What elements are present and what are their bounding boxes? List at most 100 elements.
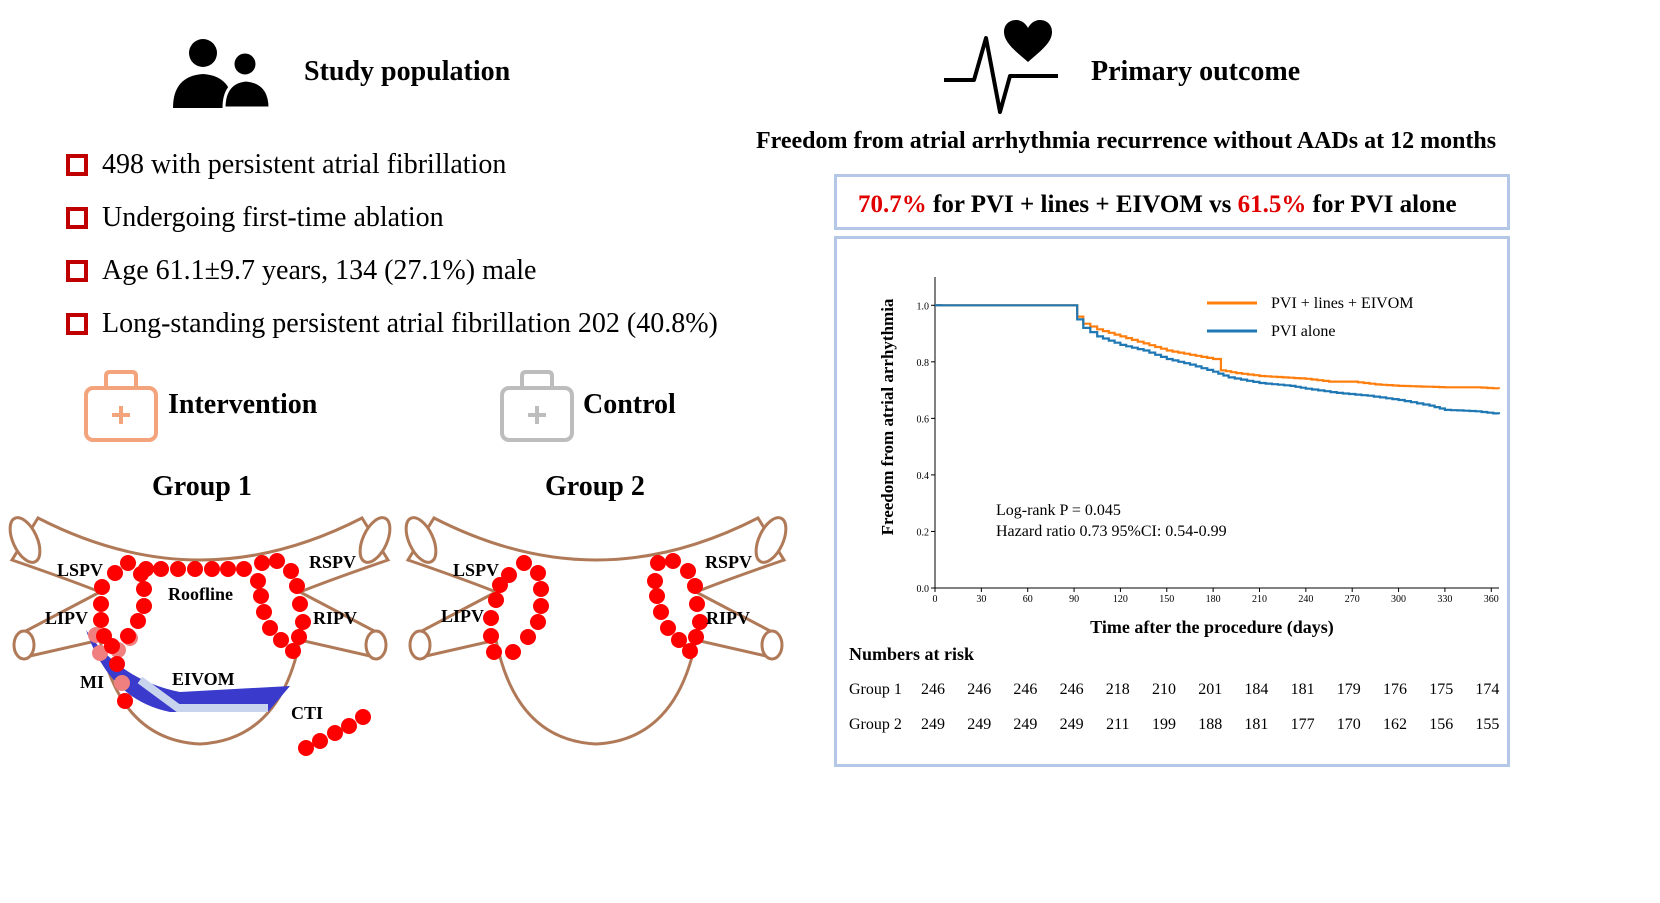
bullet-item: Age 61.1±9.7 years, 134 (27.1%) male	[66, 244, 718, 297]
risk-cell: 249	[1013, 716, 1037, 733]
risk-cell: 210	[1152, 681, 1176, 698]
risk-cell: 199	[1152, 716, 1176, 733]
chart-axes	[934, 277, 1499, 589]
chart-series	[935, 304, 1501, 415]
bullet-box-icon	[66, 312, 88, 335]
risk-cell: 181	[1291, 681, 1315, 698]
cti-label: CTI	[291, 703, 323, 723]
eivom-catheter	[137, 676, 268, 712]
bullet-text: 498 with persistent atrial fibrillation	[102, 148, 507, 180]
ablation-dots	[483, 553, 708, 660]
bullet-item: Undergoing first-time ablation	[66, 191, 718, 244]
km-chart: 0 30 60 90 120 150 180 210 240 270 300 330 360 0.0 0.2…	[849, 277, 1501, 733]
risk-table-title: Numbers at risk	[849, 644, 974, 664]
x-tick-label: 240	[1298, 594, 1313, 605]
logrank-annotation: Log-rank P = 0.045	[996, 502, 1121, 519]
risk-table: Group 1 246 246 246 246 218 210 201 184 181 179 176…	[849, 681, 1499, 733]
ripv-label: RIPV	[706, 608, 750, 628]
bullet-item: 498 with persistent atrial fibrillation	[66, 138, 718, 191]
risk-cell: 201	[1198, 681, 1222, 698]
x-tick-label: 330	[1437, 594, 1452, 605]
intervention-label: Intervention	[168, 389, 318, 420]
risk-cell: 175	[1429, 681, 1453, 698]
outcome-headline: Freedom from atrial arrhythmia recurrenc…	[756, 128, 1497, 154]
group1-atrium-diagram: LSPV LIPV RSPV RIPV Roofline MI EIVOM CT…	[8, 516, 392, 756]
lipv-label: LIPV	[45, 608, 88, 628]
result-line: 70.7% for PVI + lines + EIVOM vs 61.5% f…	[858, 191, 1457, 219]
y-tick-label: 0.8	[917, 358, 930, 369]
result-text-2: for PVI alone	[1306, 191, 1457, 218]
risk-cell: 184	[1244, 681, 1268, 698]
bullet-text: Undergoing first-time ablation	[102, 201, 444, 233]
control-label: Control	[583, 389, 676, 420]
rspv-label: RSPV	[309, 552, 356, 572]
risk-cell: 181	[1244, 716, 1268, 733]
risk-cell: 179	[1337, 681, 1361, 698]
x-tick-label: 210	[1252, 594, 1267, 605]
risk-cell: 156	[1429, 716, 1453, 733]
series-line-1	[935, 304, 1501, 390]
legend-label-1: PVI + lines + EIVOM	[1271, 295, 1413, 312]
x-tick-label: 60	[1023, 594, 1033, 605]
risk-cell: 246	[921, 681, 945, 698]
km-chart-panel: 0 30 60 90 120 150 180 210 240 270 300 330 360 0.0 0.2…	[834, 236, 1510, 767]
lspv-label: LSPV	[57, 560, 103, 580]
control-rate: 61.5%	[1237, 191, 1307, 218]
risk-cell: 249	[967, 716, 991, 733]
legend-label-2: PVI alone	[1271, 323, 1335, 340]
series-line-2	[935, 304, 1501, 415]
y-axis-label: Freedom from atrial arrhythmia	[878, 298, 897, 535]
primary-outcome-title: Primary outcome	[1091, 56, 1301, 87]
y-tick-label: 0.4	[917, 471, 930, 482]
medical-kit-icon-gray	[498, 368, 576, 449]
y-tick-label: 0.2	[917, 527, 930, 538]
x-tick-label: 300	[1391, 594, 1406, 605]
heartbeat-icon	[942, 18, 1060, 121]
bullet-item: Long-standing persistent atrial fibrilla…	[66, 297, 718, 350]
people-icon	[170, 38, 274, 110]
bullet-box-icon	[66, 259, 88, 282]
ripv-label: RIPV	[313, 608, 357, 628]
lspv-label: LSPV	[453, 560, 499, 580]
x-tick-label: 30	[976, 594, 986, 605]
risk-cell: 249	[921, 716, 945, 733]
lipv-label: LIPV	[441, 606, 484, 626]
result-panel: 70.7% for PVI + lines + EIVOM vs 61.5% f…	[834, 174, 1510, 230]
mi-label: MI	[80, 672, 104, 692]
risk-cell: 162	[1383, 716, 1407, 733]
intervention-rate: 70.7%	[858, 191, 927, 218]
x-tick-label: 270	[1345, 594, 1360, 605]
roofline-label: Roofline	[168, 584, 233, 604]
eivom-vein	[86, 630, 290, 712]
x-tick-label: 120	[1113, 594, 1128, 605]
y-tick-label: 0.6	[917, 414, 930, 425]
hazard-annotation: Hazard ratio 0.73 95%CI: 0.54-0.99	[996, 523, 1227, 540]
group2-atrium-diagram: LSPV LIPV RSPV RIPV	[404, 516, 788, 746]
bullet-box-icon	[66, 153, 88, 176]
risk-row-label: Group 1	[849, 681, 902, 698]
study-population-title: Study population	[304, 56, 511, 87]
result-text-1: for PVI + lines + EIVOM vs	[926, 191, 1238, 218]
atrium-outline	[404, 516, 788, 746]
y-tick-label: 0.0	[917, 584, 930, 595]
bullet-text: Long-standing persistent atrial fibrilla…	[102, 307, 718, 339]
risk-cell: 246	[1013, 681, 1037, 698]
x-tick-label: 360	[1484, 594, 1499, 605]
risk-cell: 246	[1060, 681, 1084, 698]
chart-legend: PVI + lines + EIVOM PVI alone	[1207, 295, 1413, 340]
x-tick-label: 180	[1206, 594, 1221, 605]
risk-cell: 176	[1383, 681, 1407, 698]
x-tick-label: 90	[1069, 594, 1079, 605]
group1-title: Group 1	[152, 471, 252, 502]
risk-cell: 211	[1106, 716, 1129, 733]
x-axis-label: Time after the procedure (days)	[1090, 617, 1334, 638]
risk-cell: 218	[1106, 681, 1130, 698]
rspv-label: RSPV	[705, 552, 752, 572]
risk-cell: 177	[1291, 716, 1315, 733]
bullet-box-icon	[66, 206, 88, 229]
risk-cell: 174	[1475, 681, 1499, 698]
x-tick-label: 0	[933, 594, 938, 605]
population-bullets: 498 with persistent atrial fibrillation …	[66, 138, 718, 350]
risk-cell: 249	[1060, 716, 1084, 733]
eivom-label: EIVOM	[172, 669, 235, 689]
